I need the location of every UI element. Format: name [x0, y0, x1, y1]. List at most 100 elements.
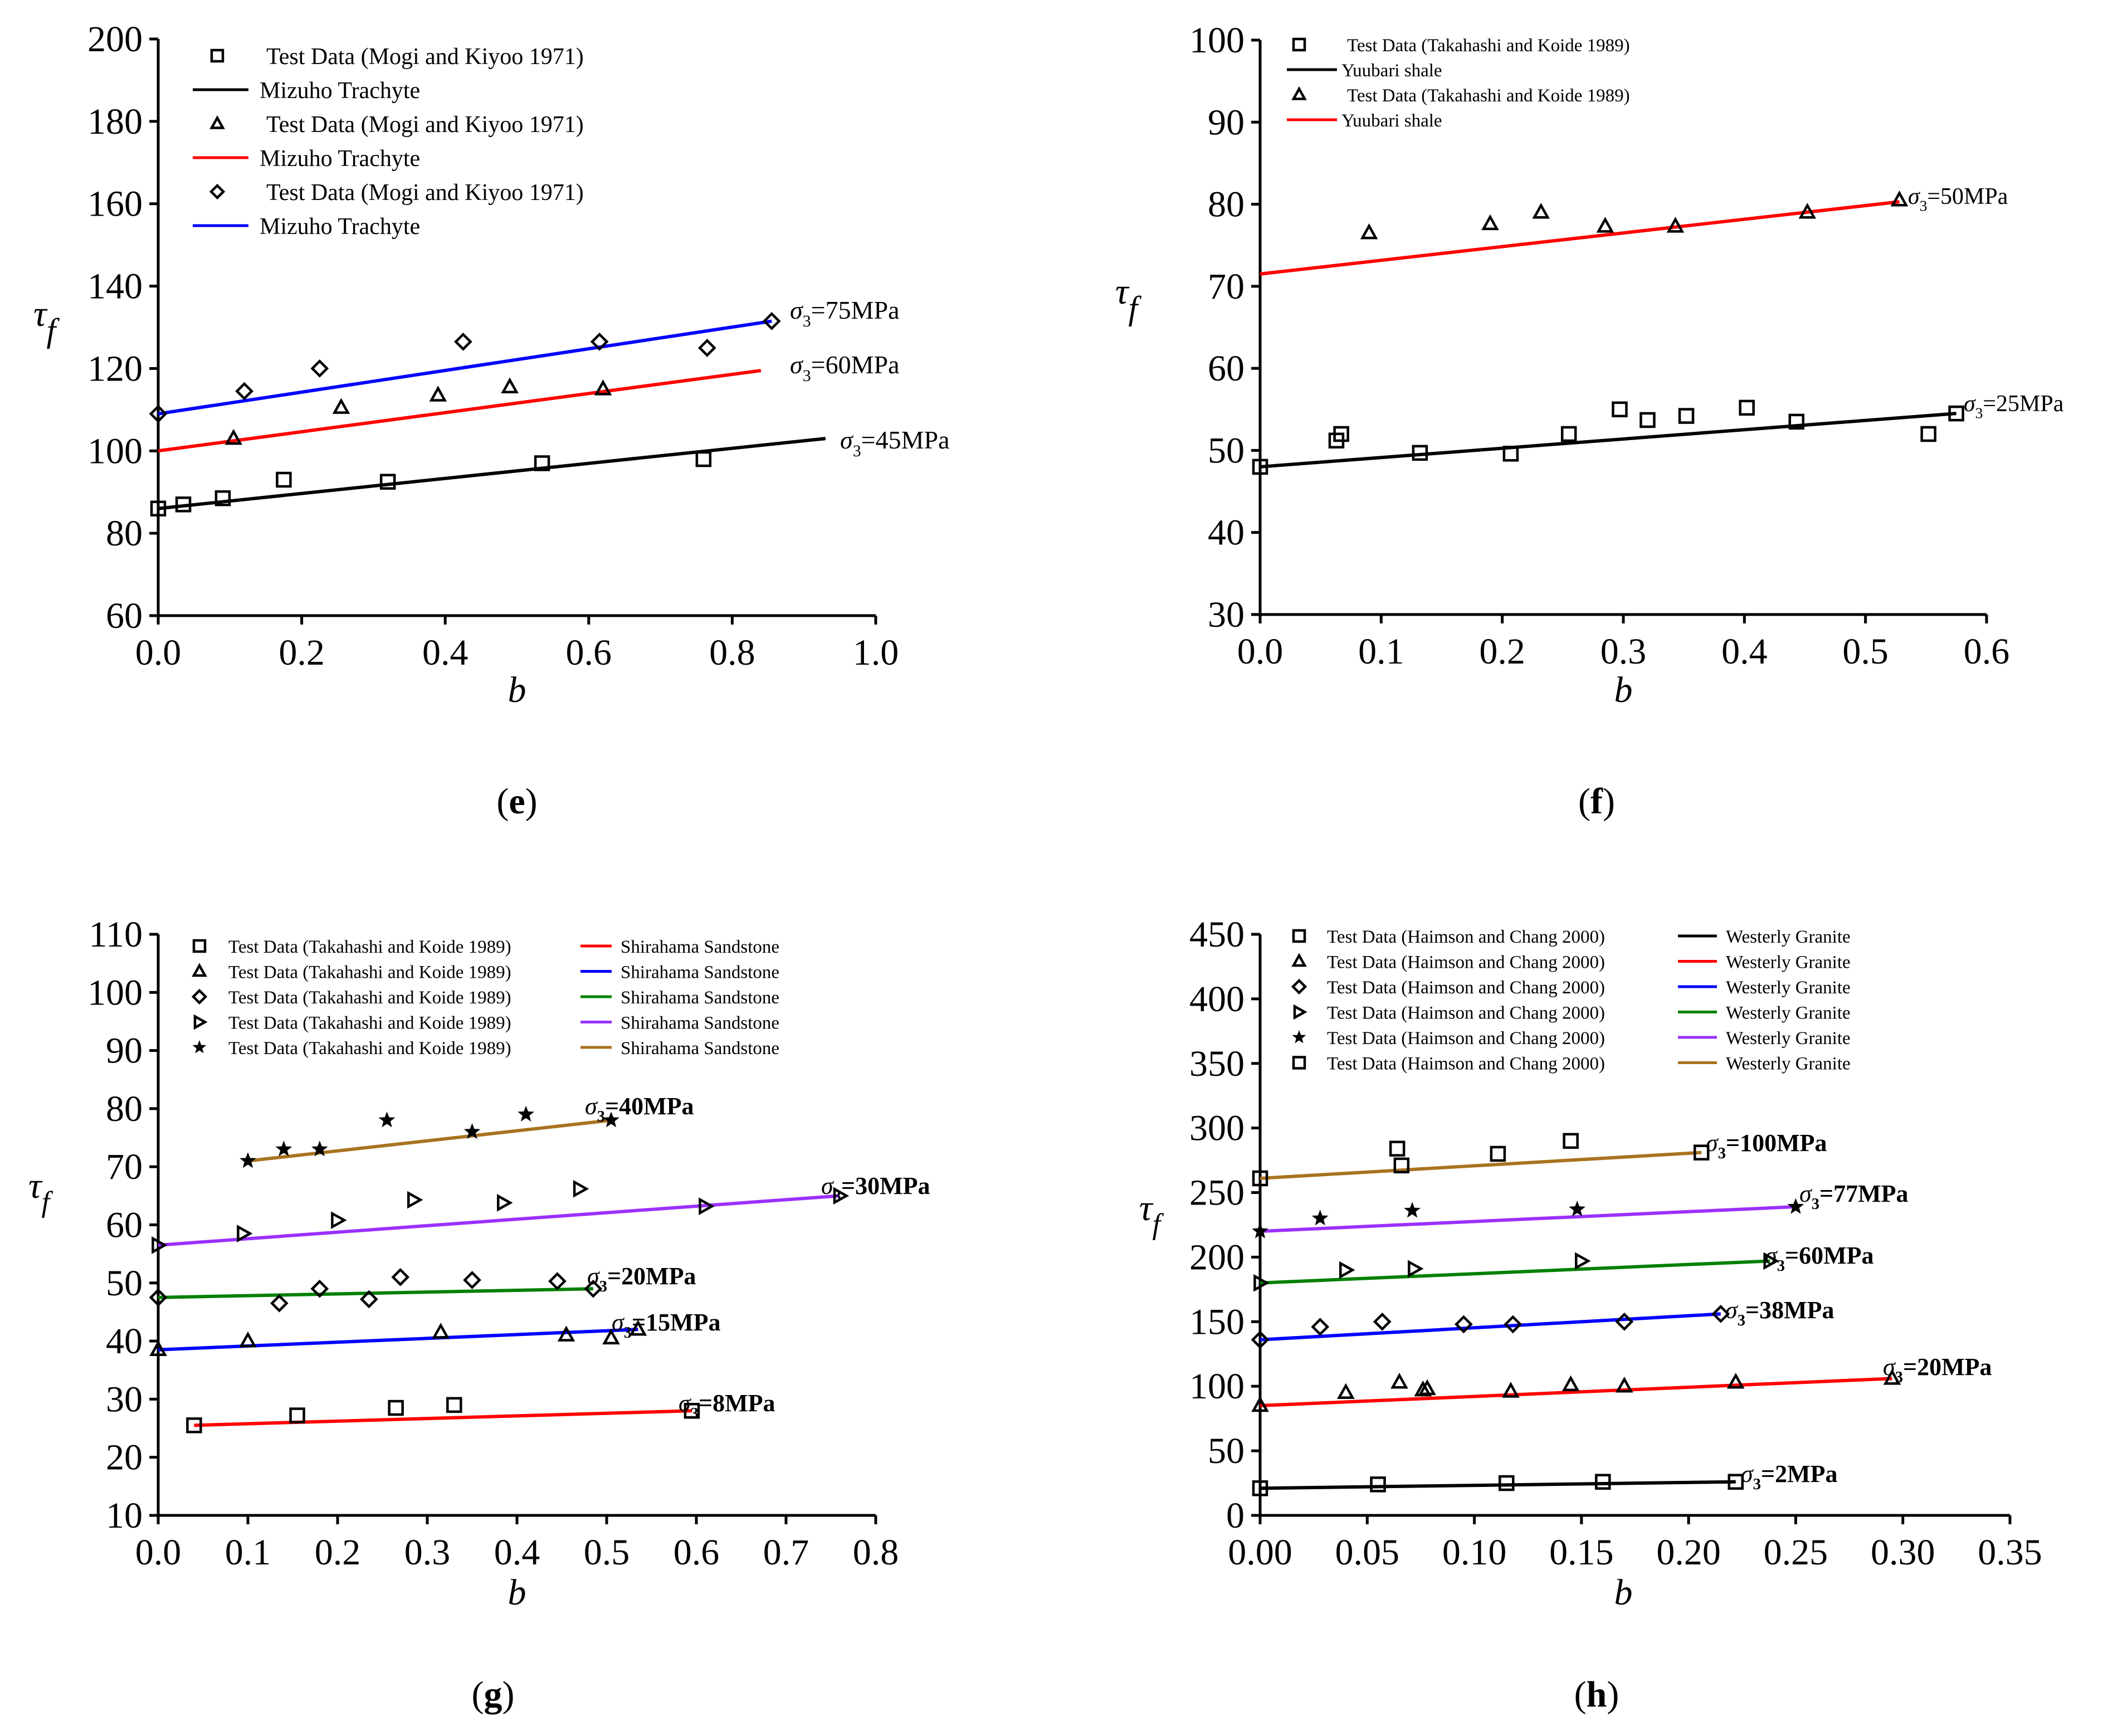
- legend-marker: [1292, 37, 1306, 52]
- legend-label: Test Data (Takahashi and Koide 1989): [228, 937, 511, 957]
- data-point: [432, 1323, 450, 1339]
- sigma-value: =20MPa: [1903, 1353, 1992, 1381]
- y-tick-label: 60: [106, 596, 143, 636]
- y-tick-label: 250: [1189, 1173, 1245, 1213]
- y-tick-label: 50: [1208, 1431, 1245, 1471]
- panel-label-close: ): [1607, 1674, 1619, 1715]
- data-point: [1311, 1210, 1329, 1226]
- legend: Test Data (Takahashi and Koide 1989) Yuub…: [1287, 36, 1630, 131]
- sigma-value: =2MPa: [1761, 1460, 1837, 1488]
- y-tick-label: 200: [1189, 1237, 1245, 1277]
- legend-label: Shirahama Sandstone: [621, 988, 779, 1008]
- sigma-value: =75MPa: [811, 296, 900, 324]
- legend-label: Westerly Granite: [1726, 1003, 1851, 1023]
- data-point: [332, 398, 350, 414]
- data-point: [548, 1272, 567, 1291]
- data-point: [429, 386, 447, 402]
- sigma-symbol: σ: [790, 296, 804, 324]
- data-point: [463, 1271, 481, 1289]
- data-point: [463, 1123, 481, 1139]
- sigma-symbol: σ: [1765, 1242, 1778, 1269]
- data-point: [379, 474, 396, 490]
- x-tick-label: 0.3: [404, 1532, 451, 1573]
- sigma-label: σ3=15MPa: [612, 1309, 720, 1342]
- legend-label: Test Data (Haimson and Chang 2000): [1327, 927, 1605, 947]
- legend-marker: [1291, 978, 1307, 995]
- x-tick-label: 0.35: [1978, 1532, 2042, 1573]
- y-tick-label: 70: [1208, 266, 1245, 307]
- data-point: [289, 1407, 305, 1423]
- panel-g: 0.0 0.1 0.2 0.3 0.4 0.5 0.6 0.7 0.8 10 20 30 40 50 60 7…: [28, 914, 930, 1715]
- sigma-label: σ3=38MPa: [1725, 1296, 1834, 1329]
- panel-label: (h): [1574, 1674, 1619, 1715]
- data-point: [149, 404, 168, 423]
- legend-marker: [209, 183, 226, 200]
- data-point: [407, 1191, 423, 1209]
- legend-label: Westerly Granite: [1726, 1054, 1851, 1074]
- legend-marker: [192, 963, 207, 977]
- data-point: [1390, 1373, 1408, 1389]
- data-point: [1788, 413, 1805, 430]
- data-point: [557, 1325, 575, 1342]
- legend-label: Test Data (Takahashi and Koide 1989): [228, 962, 511, 982]
- data-point: [697, 339, 716, 357]
- data-point: [446, 1397, 462, 1413]
- data-point: [186, 1417, 202, 1433]
- sigma-symbol: σ: [790, 350, 804, 379]
- sigma-value: =25MPa: [1983, 391, 2063, 417]
- data-point: [534, 455, 550, 471]
- data-point: [378, 1111, 396, 1128]
- sigma-value: =20MPa: [607, 1262, 696, 1290]
- sigma-symbol: σ: [587, 1262, 601, 1290]
- sigma-symbol: σ: [585, 1093, 598, 1120]
- fit-line: [158, 1194, 840, 1247]
- data-point: [833, 1187, 850, 1205]
- y-tick-label: 200: [87, 19, 143, 60]
- data-point: [684, 1403, 700, 1419]
- panel-label-letter: g: [484, 1674, 502, 1715]
- data-point: [1253, 1274, 1270, 1292]
- fit-line: [1260, 200, 1900, 276]
- data-point: [1575, 1252, 1591, 1270]
- y-tick-label: 180: [87, 101, 143, 142]
- legend-label: Yuubari shale: [1341, 111, 1442, 131]
- x-tick-label: 0.2: [279, 632, 325, 673]
- legend-label: Shirahama Sandstone: [621, 937, 779, 957]
- data-point: [310, 359, 329, 378]
- data-point: [276, 471, 292, 488]
- legend-marker: [1293, 1004, 1307, 1020]
- x-tick-label: 0.5: [584, 1532, 630, 1573]
- panel-label-close: ): [502, 1674, 515, 1715]
- x-tick-label: 0.0: [1237, 631, 1284, 672]
- y-tick-label: 30: [106, 1379, 143, 1420]
- sigma-value: =38MPa: [1745, 1296, 1834, 1324]
- data-point: [1252, 459, 1268, 475]
- legend-label: Mizuho Trachyte: [260, 78, 420, 104]
- data-point: [1595, 1474, 1611, 1490]
- sigma-label: σ3=75MPa: [790, 296, 899, 330]
- sigma-subscript: 3: [597, 1108, 605, 1125]
- sigma-value: =8MPa: [699, 1389, 775, 1417]
- data-point: [1615, 1376, 1633, 1393]
- data-point: [275, 1140, 292, 1157]
- x-tick-label: 0.4: [422, 632, 469, 673]
- legend-label: Test Data (Takahashi and Koide 1989): [1347, 86, 1630, 106]
- x-tick-label: 0.25: [1764, 1532, 1828, 1573]
- legend-label: Yuubari shale: [1341, 61, 1442, 81]
- sigma-value: =45MPa: [861, 426, 950, 454]
- panel-label-open: (: [1578, 781, 1590, 822]
- legend-marker: [210, 48, 225, 63]
- sigma-subscript: 3: [853, 442, 861, 460]
- data-point: [149, 1340, 167, 1356]
- sigma-value: =40MPa: [605, 1093, 694, 1120]
- x-tick-label: 0.4: [494, 1532, 540, 1573]
- y-tick-label: 50: [106, 1263, 143, 1304]
- data-point: [1370, 1476, 1386, 1493]
- data-point: [1615, 1312, 1634, 1331]
- data-point: [149, 1288, 168, 1307]
- data-point: [1678, 408, 1695, 424]
- sigma-label: σ3=60MPa: [790, 350, 899, 385]
- sigma-value: =100MPa: [1726, 1129, 1827, 1157]
- data-point: [391, 1267, 410, 1286]
